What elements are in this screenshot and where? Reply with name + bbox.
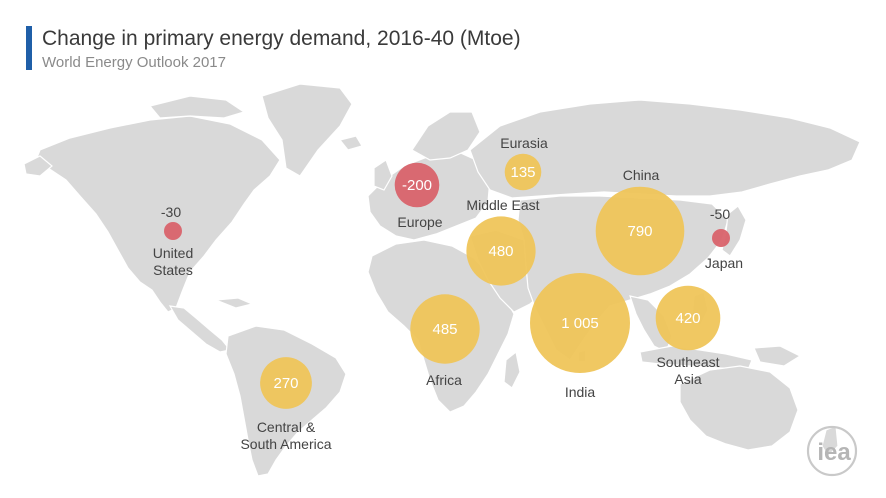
bubble-value-europe: -200	[402, 177, 432, 194]
land-iceland	[338, 135, 363, 151]
region-label-china: China	[623, 167, 660, 183]
bubble-europe	[394, 162, 440, 208]
logo-ring	[806, 425, 858, 477]
region-label-central-south-america: Central &	[257, 419, 316, 435]
land-russia	[469, 99, 861, 199]
land-alaska-tip	[23, 155, 53, 177]
bubbles-layer: 270 -200 135 480 485 1 005 790 420	[164, 153, 730, 409]
land-uk	[373, 159, 393, 191]
bubble-value-china: 790	[627, 223, 652, 240]
region-label-europe: Europe	[397, 214, 442, 230]
bubble-value-middle-east: 480	[488, 243, 513, 260]
bubble-value-central-south-america: 270	[273, 375, 298, 392]
region-label-united-states: United	[153, 245, 193, 261]
bubble-middle-east	[466, 216, 536, 286]
land-central-america	[168, 305, 232, 353]
bubble-value-southeast-asia: 420	[675, 310, 700, 327]
land-north-america	[35, 115, 281, 313]
region-label-india: India	[565, 384, 596, 400]
land-australia	[679, 365, 799, 451]
bubble-japan	[712, 229, 730, 247]
region-label-southeast-asia: Southeast	[656, 354, 719, 370]
bubble-value-eurasia: 135	[510, 164, 535, 181]
region-label-southeast-asia: Asia	[674, 371, 701, 387]
chart-subtitle: World Energy Outlook 2017	[42, 54, 226, 71]
bubble-southeast-asia	[655, 285, 721, 351]
bubble-africa	[410, 294, 480, 364]
region-label-united-states: States	[153, 262, 193, 278]
logo-text: iea	[817, 439, 851, 466]
region-label-eurasia: Eurasia	[500, 135, 548, 151]
land-scandinavia	[411, 111, 481, 161]
bubble-china	[595, 186, 685, 276]
region-value-japan: -50	[710, 206, 730, 222]
region-label-middle-east: Middle East	[466, 197, 539, 213]
region-value-united-states: -30	[161, 204, 181, 220]
land-caribbean	[215, 297, 254, 309]
title-accent-bar	[26, 26, 32, 70]
bubble-value-africa: 485	[432, 321, 457, 338]
region-label-africa: Africa	[426, 372, 462, 388]
bubble-central-south-america	[260, 357, 312, 409]
region-label-central-south-america: South America	[240, 436, 331, 452]
bubble-value-india: 1 005	[561, 315, 599, 332]
chart-title: Change in primary energy demand, 2016-40…	[42, 27, 521, 50]
land-arctic-islands	[148, 95, 246, 119]
land-masses	[23, 83, 861, 477]
land-madagascar	[503, 350, 521, 389]
bubble-eurasia	[504, 153, 542, 191]
region-label-japan: Japan	[705, 255, 743, 271]
land-greenland	[261, 83, 353, 177]
iea-logo: iea	[806, 425, 858, 477]
bubble-united-states	[164, 222, 182, 240]
land-papua	[753, 345, 802, 367]
bubble-india	[530, 273, 630, 373]
